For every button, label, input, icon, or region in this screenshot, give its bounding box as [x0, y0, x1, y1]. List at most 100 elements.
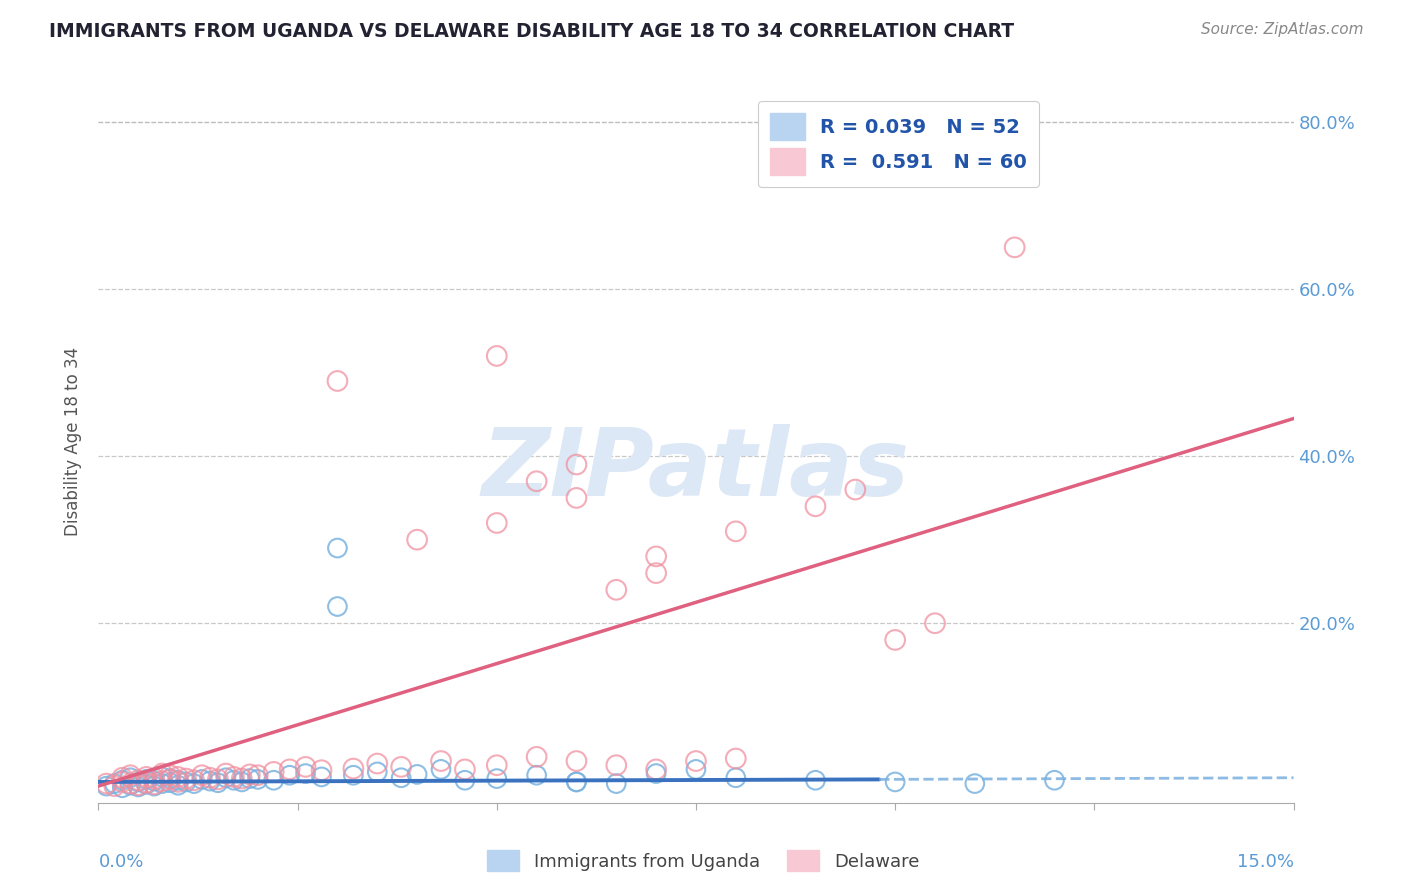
Point — [963, 776, 986, 790]
Point — [215, 771, 238, 785]
Point — [167, 770, 190, 784]
Point — [111, 775, 134, 789]
Point — [389, 760, 412, 774]
Point — [294, 766, 316, 780]
Point — [326, 374, 349, 388]
Point — [454, 773, 477, 788]
Point — [1004, 240, 1026, 254]
Point — [804, 773, 827, 788]
Y-axis label: Disability Age 18 to 34: Disability Age 18 to 34 — [65, 347, 83, 536]
Point — [685, 754, 707, 768]
Point — [294, 760, 316, 774]
Point — [159, 772, 181, 786]
Point — [485, 349, 508, 363]
Point — [246, 772, 269, 787]
Point — [191, 772, 214, 787]
Point — [135, 770, 157, 784]
Point — [366, 764, 388, 779]
Point — [167, 773, 190, 788]
Point — [526, 749, 548, 764]
Point — [143, 777, 166, 791]
Point — [605, 582, 627, 597]
Point — [645, 566, 668, 580]
Point — [103, 776, 125, 790]
Point — [263, 773, 285, 788]
Point — [150, 770, 173, 784]
Legend: Immigrants from Uganda, Delaware: Immigrants from Uganda, Delaware — [479, 843, 927, 879]
Point — [526, 768, 548, 782]
Point — [127, 778, 149, 792]
Point — [167, 778, 190, 792]
Point — [183, 776, 205, 790]
Text: ZIPatlas: ZIPatlas — [482, 425, 910, 516]
Point — [127, 775, 149, 789]
Point — [174, 775, 197, 789]
Point — [143, 779, 166, 793]
Text: 0.0%: 0.0% — [98, 854, 143, 871]
Point — [342, 762, 364, 776]
Point — [120, 776, 142, 790]
Point — [645, 766, 668, 780]
Point — [342, 768, 364, 782]
Point — [430, 754, 453, 768]
Point — [111, 771, 134, 785]
Point — [231, 775, 253, 789]
Point — [143, 774, 166, 789]
Point — [135, 776, 157, 790]
Point — [645, 549, 668, 564]
Point — [207, 776, 229, 790]
Point — [565, 458, 588, 472]
Point — [127, 780, 149, 794]
Point — [605, 776, 627, 790]
Point — [485, 758, 508, 772]
Point — [924, 616, 946, 631]
Point — [135, 772, 157, 787]
Point — [884, 632, 907, 647]
Point — [127, 773, 149, 788]
Point — [685, 763, 707, 777]
Point — [159, 768, 181, 782]
Text: IMMIGRANTS FROM UGANDA VS DELAWARE DISABILITY AGE 18 TO 34 CORRELATION CHART: IMMIGRANTS FROM UGANDA VS DELAWARE DISAB… — [49, 22, 1014, 41]
Point — [183, 773, 205, 788]
Point — [150, 774, 173, 789]
Point — [366, 756, 388, 771]
Point — [884, 775, 907, 789]
Point — [150, 766, 173, 780]
Point — [311, 763, 333, 777]
Point — [430, 763, 453, 777]
Point — [565, 775, 588, 789]
Point — [191, 768, 214, 782]
Point — [120, 771, 142, 785]
Point — [311, 770, 333, 784]
Text: 15.0%: 15.0% — [1236, 854, 1294, 871]
Point — [111, 780, 134, 795]
Point — [246, 768, 269, 782]
Point — [96, 779, 118, 793]
Point — [724, 524, 747, 539]
Point — [222, 773, 245, 788]
Point — [326, 541, 349, 555]
Point — [326, 599, 349, 614]
Point — [96, 776, 118, 790]
Point — [239, 767, 262, 781]
Point — [278, 768, 301, 782]
Text: Source: ZipAtlas.com: Source: ZipAtlas.com — [1201, 22, 1364, 37]
Point — [485, 516, 508, 530]
Point — [565, 491, 588, 505]
Point — [724, 751, 747, 765]
Point — [526, 474, 548, 488]
Point — [143, 772, 166, 786]
Point — [406, 767, 429, 781]
Point — [263, 764, 285, 779]
Point — [103, 779, 125, 793]
Point — [222, 770, 245, 784]
Point — [159, 776, 181, 790]
Point — [565, 754, 588, 768]
Point — [565, 775, 588, 789]
Point — [231, 772, 253, 786]
Point — [844, 483, 866, 497]
Point — [804, 500, 827, 514]
Point — [454, 763, 477, 777]
Point — [159, 772, 181, 787]
Point — [207, 772, 229, 787]
